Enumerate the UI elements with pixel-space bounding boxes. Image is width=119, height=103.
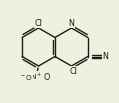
Text: $^-$O: $^-$O (19, 74, 32, 83)
Text: O: O (43, 74, 50, 83)
Text: Cl: Cl (35, 19, 42, 28)
Text: Cl: Cl (69, 67, 77, 75)
Text: N$^+$: N$^+$ (30, 72, 43, 82)
Text: N: N (69, 19, 74, 28)
Text: N: N (102, 52, 108, 61)
